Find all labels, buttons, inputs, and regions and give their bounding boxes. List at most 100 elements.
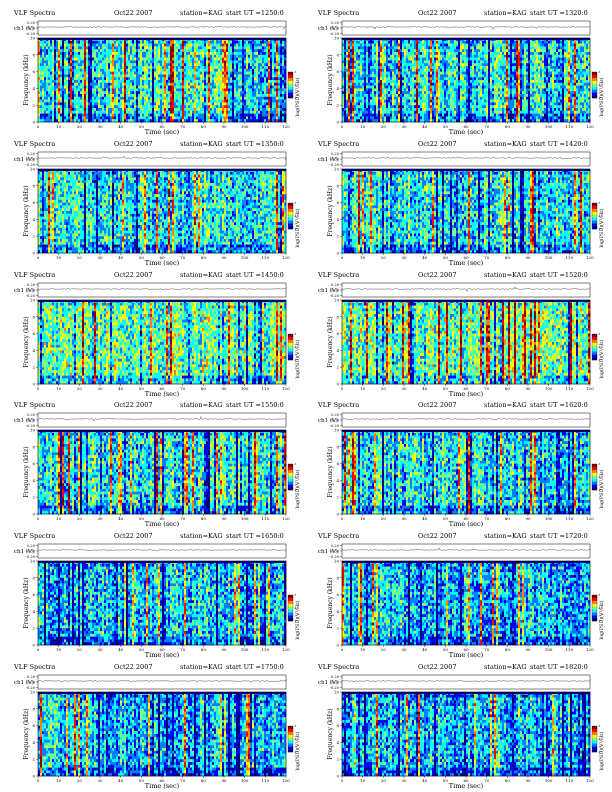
heatmap-cell <box>410 54 413 58</box>
heatmap-cell <box>394 40 397 44</box>
heatmap-cell <box>180 49 183 53</box>
heatmap-cell <box>348 96 351 100</box>
heatmap-cell <box>142 54 145 58</box>
heatmap-cell <box>214 71 217 75</box>
heatmap-cell <box>262 105 265 109</box>
heatmap-cell <box>364 94 367 98</box>
heatmap-cell <box>256 102 259 106</box>
heatmap-cell <box>102 105 105 109</box>
heatmap-cell <box>366 94 369 98</box>
heatmap-cell <box>240 77 243 81</box>
heatmap-cell <box>238 110 241 114</box>
heatmap-cell <box>260 88 263 92</box>
heatmap-cell <box>274 91 277 95</box>
heatmap-cell <box>342 91 345 95</box>
heatmap-cell <box>382 105 385 109</box>
heatmap-cell <box>212 54 215 58</box>
heatmap-cell <box>184 54 187 58</box>
heatmap-cell <box>124 68 127 72</box>
heatmap-cell <box>418 66 421 70</box>
heatmap-cell <box>72 68 75 72</box>
heatmap-cell <box>280 88 283 92</box>
heatmap-cell <box>44 60 47 64</box>
heatmap-cell <box>46 40 49 44</box>
heatmap-cell <box>252 96 255 100</box>
heatmap-cell <box>250 113 253 117</box>
heatmap-cell <box>218 52 221 56</box>
heatmap-cell <box>150 46 153 50</box>
heatmap-cell <box>54 88 57 92</box>
heatmap-cell <box>372 88 375 92</box>
heatmap-cell <box>68 116 71 120</box>
heatmap-cell <box>74 43 77 47</box>
heatmap-cell <box>376 46 379 50</box>
heatmap-cell <box>348 46 351 50</box>
heatmap-cell <box>374 77 377 81</box>
heatmap-cell <box>118 57 121 61</box>
heatmap-cell <box>418 85 421 89</box>
heatmap-cell <box>408 91 411 95</box>
heatmap-cell <box>192 105 195 109</box>
heatmap-cell <box>176 63 179 67</box>
heatmap-cell <box>144 60 147 64</box>
heatmap-cell <box>46 105 49 109</box>
heatmap-cell <box>72 60 75 64</box>
heatmap-cell <box>366 80 369 84</box>
heatmap-cell <box>96 63 99 67</box>
heatmap-cell <box>202 66 205 70</box>
heatmap-cell <box>198 99 201 103</box>
heatmap-cell <box>106 63 109 67</box>
heatmap-cell <box>376 54 379 58</box>
heatmap-cell <box>166 77 169 81</box>
heatmap-cell <box>144 108 147 112</box>
heatmap-cell <box>78 102 81 106</box>
heatmap-cell <box>154 71 157 75</box>
heatmap-cell <box>122 85 125 89</box>
heatmap-cell <box>394 60 397 64</box>
heatmap-cell <box>418 88 421 92</box>
heatmap-cell <box>368 49 371 53</box>
heatmap-cell <box>116 108 119 112</box>
heatmap-cell <box>188 68 191 72</box>
heatmap-cell <box>70 85 73 89</box>
heatmap-cell <box>410 71 413 75</box>
heatmap-cell <box>214 110 217 114</box>
heatmap-cell <box>138 116 141 120</box>
heatmap-cell <box>118 40 121 44</box>
heatmap-cell <box>150 88 153 92</box>
heatmap-cell <box>418 60 421 64</box>
heatmap-cell <box>116 116 119 120</box>
heatmap-cell <box>238 54 241 58</box>
heatmap-cell <box>270 43 273 47</box>
heatmap-cell <box>62 46 65 50</box>
heatmap-cell <box>108 105 111 109</box>
heatmap-cell <box>42 91 45 95</box>
heatmap-cell <box>352 113 355 117</box>
heatmap-cell <box>56 49 59 53</box>
heatmap-cell <box>344 46 347 50</box>
heatmap-cell <box>282 80 285 84</box>
heatmap-cell <box>84 113 87 117</box>
heatmap-cell <box>62 105 65 109</box>
heatmap-cell <box>392 46 395 50</box>
heatmap-cell <box>88 40 91 44</box>
heatmap-cell <box>250 96 253 100</box>
heatmap-cell <box>238 49 241 53</box>
heatmap-cell <box>106 113 109 117</box>
heatmap-cell <box>212 116 215 120</box>
heatmap-cell <box>94 77 97 81</box>
heatmap-cell <box>190 82 193 86</box>
heatmap-cell <box>132 77 135 81</box>
heatmap-cell <box>234 94 237 98</box>
heatmap-cell <box>224 49 227 53</box>
heatmap-cell <box>378 52 381 56</box>
heatmap-cell <box>180 91 183 95</box>
heatmap-cell <box>38 85 41 89</box>
heatmap-cell <box>226 77 229 81</box>
heatmap-cell <box>364 99 367 103</box>
heatmap-cell <box>388 85 391 89</box>
heatmap-cell <box>216 82 219 86</box>
heatmap-cell <box>190 88 193 92</box>
heatmap-cell <box>230 94 233 98</box>
heatmap-cell <box>122 80 125 84</box>
